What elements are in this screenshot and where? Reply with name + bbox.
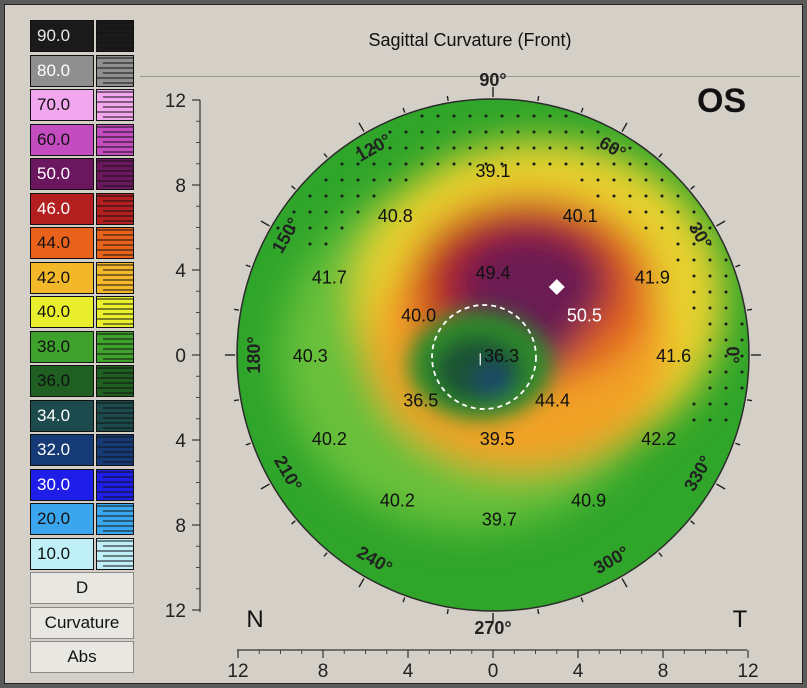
angle-label: 0°: [722, 346, 742, 363]
scale-step-32-0: 32.0: [30, 434, 94, 466]
scale-ruler-segment: [96, 20, 134, 52]
scale-step-80-0: 80.0: [30, 54, 94, 87]
x-tick-label: 4: [573, 661, 584, 682]
x-tick-label: 8: [318, 661, 329, 682]
scale-ruler-segment: [96, 192, 134, 225]
reading-value: 44.4: [535, 391, 570, 411]
reading-value: 40.2: [312, 429, 347, 449]
scale-step-60-0: 60.0: [30, 123, 94, 156]
steep-point-marker: [548, 279, 565, 295]
reading-value: 36.3: [484, 346, 519, 366]
x-tick-label: 12: [737, 661, 758, 682]
x-tick-label: 12: [227, 661, 248, 682]
x-tick-label: 0: [488, 661, 499, 682]
scale-type: Curvature: [30, 606, 134, 639]
y-tick-label: 0: [175, 346, 186, 367]
angle-label: 90°: [479, 70, 506, 90]
pupil-outline: [431, 304, 537, 410]
scale-ruler-segment: [96, 261, 134, 294]
reading-value: 40.1: [563, 206, 598, 226]
scale-step-44-0: 44.0: [30, 227, 94, 259]
scale-ruler-segment: [96, 503, 134, 535]
y-tick-label: 12: [165, 91, 186, 112]
y-tick-label: 12: [165, 601, 186, 622]
map-title: Sagittal Curvature (Front): [368, 30, 572, 50]
reading-value: 49.4: [475, 263, 510, 283]
y-tick-label: 8: [175, 176, 186, 197]
nasal-label: N: [246, 606, 263, 633]
reading-value: 40.2: [380, 491, 415, 511]
axis-lines: [192, 87, 761, 658]
grid-dots: [276, 114, 744, 422]
reading-value: 40.8: [378, 206, 413, 226]
scale-ruler-segment: [96, 54, 134, 87]
reading-value: 50.5: [567, 306, 602, 326]
scale-ruler-segment: [96, 158, 134, 190]
scale-mode: Abs: [30, 641, 134, 673]
scale-step-70-0: 70.0: [30, 89, 94, 121]
reading-value: 36.5: [403, 391, 438, 411]
scale-ruler-segment: [96, 537, 134, 570]
eye-label: OS: [697, 82, 747, 120]
cornea-map: [237, 99, 749, 611]
reading-value: 39.7: [482, 510, 517, 530]
color-scale: 90.0 80.0 70.0 60.0 50.0 46.0 44.0 42.0 40.0 38.0…: [28, 20, 136, 684]
scale-ruler-segment: [96, 89, 134, 121]
axis-tickmarks: [192, 87, 761, 658]
cornea-boundary: [236, 98, 750, 612]
scale-ruler-segment: [96, 123, 134, 156]
angle-label: 270°: [474, 618, 511, 638]
scale-step-90-0: 90.0: [30, 20, 94, 52]
scale-step-30-0: 30.0: [30, 468, 94, 501]
scale-step-20-0: 20.0: [30, 503, 94, 535]
x-tick-label: 4: [403, 661, 414, 682]
x-tick-label: 8: [658, 661, 669, 682]
reading-value: 41.9: [635, 267, 670, 287]
reading-value: 40.3: [293, 346, 328, 366]
reading-value: 39.5: [480, 429, 515, 449]
y-tick-label: 8: [175, 516, 186, 537]
scale-ruler-segment: [96, 434, 134, 466]
scale-ruler-segment: [96, 330, 134, 363]
scale-ruler-segment: [96, 399, 134, 432]
reading-value: 41.6: [656, 346, 691, 366]
y-tick-label: 4: [175, 261, 186, 282]
scale-step-46-0: 46.0: [30, 192, 94, 225]
scale-step-10-0: 10.0: [30, 537, 94, 570]
scale-step-50-0: 50.0: [30, 158, 94, 190]
scale-unit: D: [30, 572, 134, 604]
reading-value: 42.2: [641, 429, 676, 449]
y-tick-label: 4: [175, 431, 186, 452]
scale-step-38-0: 38.0: [30, 330, 94, 363]
scale-step-40-0: 40.0: [30, 296, 94, 328]
scale-ruler-segment: [96, 365, 134, 397]
scale-step-34-0: 34.0: [30, 399, 94, 432]
reading-value: 41.7: [312, 267, 347, 287]
reading-value: 39.1: [475, 161, 510, 181]
scale-ruler-segment: [96, 468, 134, 501]
temporal-label: T: [733, 606, 748, 633]
scale-step-42-0: 42.0: [30, 261, 94, 294]
title-divider: [140, 76, 800, 77]
reading-value: 40.9: [571, 491, 606, 511]
scale-step-36-0: 36.0: [30, 365, 94, 397]
reading-value: 40.0: [401, 306, 436, 326]
angle-label: 180°: [244, 336, 264, 373]
scale-ruler-segment: [96, 227, 134, 259]
scale-ruler-segment: [96, 296, 134, 328]
